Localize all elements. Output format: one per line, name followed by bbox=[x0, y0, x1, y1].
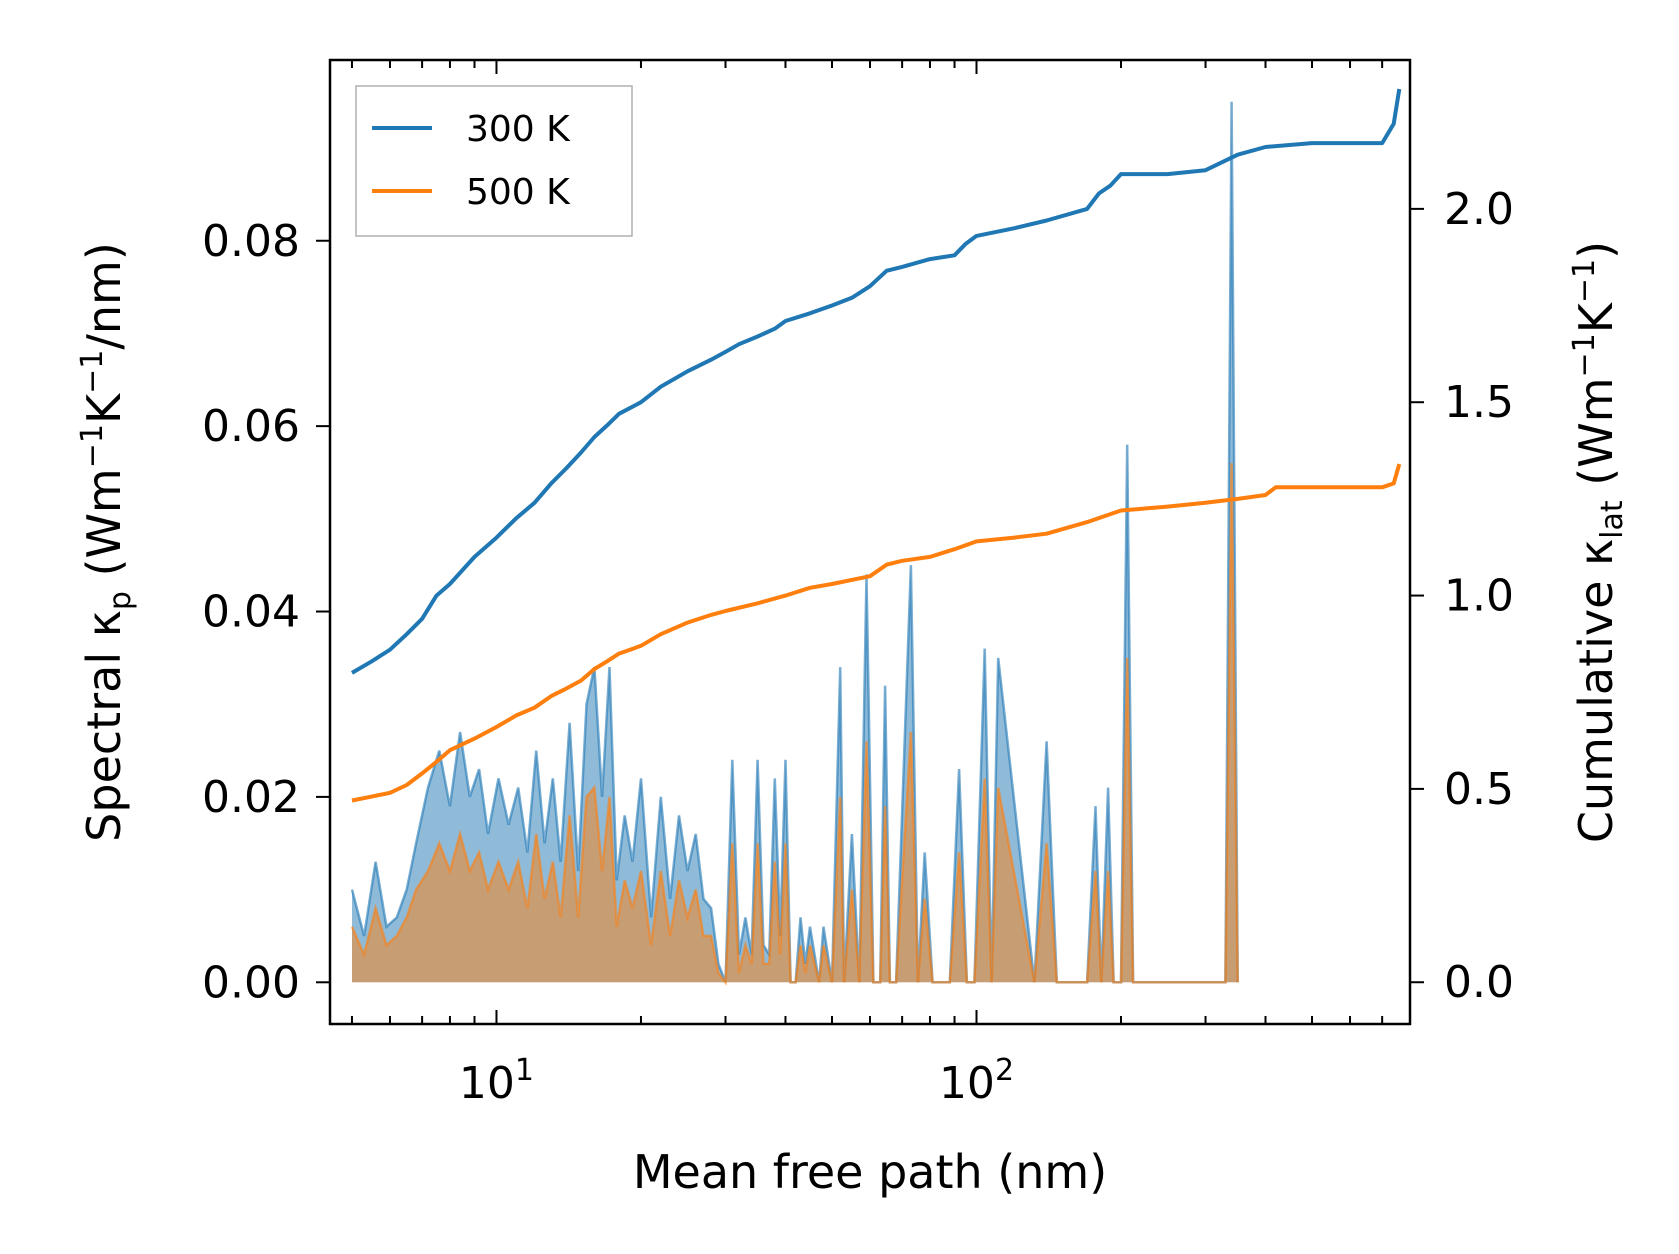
legend-box bbox=[355, 85, 633, 237]
y-left-tick-label: 0.02 bbox=[202, 772, 300, 823]
legend-label-500k: 500 K bbox=[466, 172, 571, 213]
cumulative-line-500k bbox=[351, 463, 1402, 803]
y-left-tick-label: 0.04 bbox=[202, 587, 300, 638]
spectral-line-300k bbox=[350, 101, 1239, 984]
legend-label-300k: 300 K bbox=[466, 109, 571, 150]
cumulative-line-300k bbox=[350, 88, 1402, 675]
y-axis-label-left: Spectral κp (Wm−1K−1/nm) bbox=[75, 242, 138, 842]
x-tick-label: 102 bbox=[939, 1053, 1014, 1109]
spectral-fills bbox=[350, 101, 1239, 986]
y-left-tick-label: 0.08 bbox=[202, 216, 300, 267]
ticks bbox=[316, 60, 1424, 1024]
y-right-tick-label: 1.0 bbox=[1444, 571, 1514, 622]
y-axis-label-right: Cumulative κlat (Wm−1K−1) bbox=[1567, 241, 1630, 843]
x-tick-label: 101 bbox=[459, 1053, 534, 1109]
tick-labels: 101 102 0.00 0.02 0.04 0.06 0.08 0.0 0.5 1.0 1.5 2.… bbox=[202, 184, 1514, 1109]
spectral-line-500k bbox=[350, 463, 1239, 986]
legend: 300 K 500 K bbox=[355, 85, 633, 237]
y-left-tick-label: 0.00 bbox=[202, 957, 300, 1008]
cumulative-lines bbox=[350, 88, 1402, 803]
y-left-tick-label: 0.06 bbox=[202, 401, 300, 452]
y-right-tick-label: 1.5 bbox=[1444, 377, 1514, 428]
spectral-area-500k bbox=[352, 463, 1238, 983]
x-axis-label: Mean free path (nm) bbox=[633, 1145, 1107, 1199]
y-right-tick-label: 2.0 bbox=[1444, 184, 1514, 235]
y-right-tick-label: 0.5 bbox=[1444, 764, 1514, 815]
y-right-tick-label: 0.0 bbox=[1444, 957, 1514, 1008]
